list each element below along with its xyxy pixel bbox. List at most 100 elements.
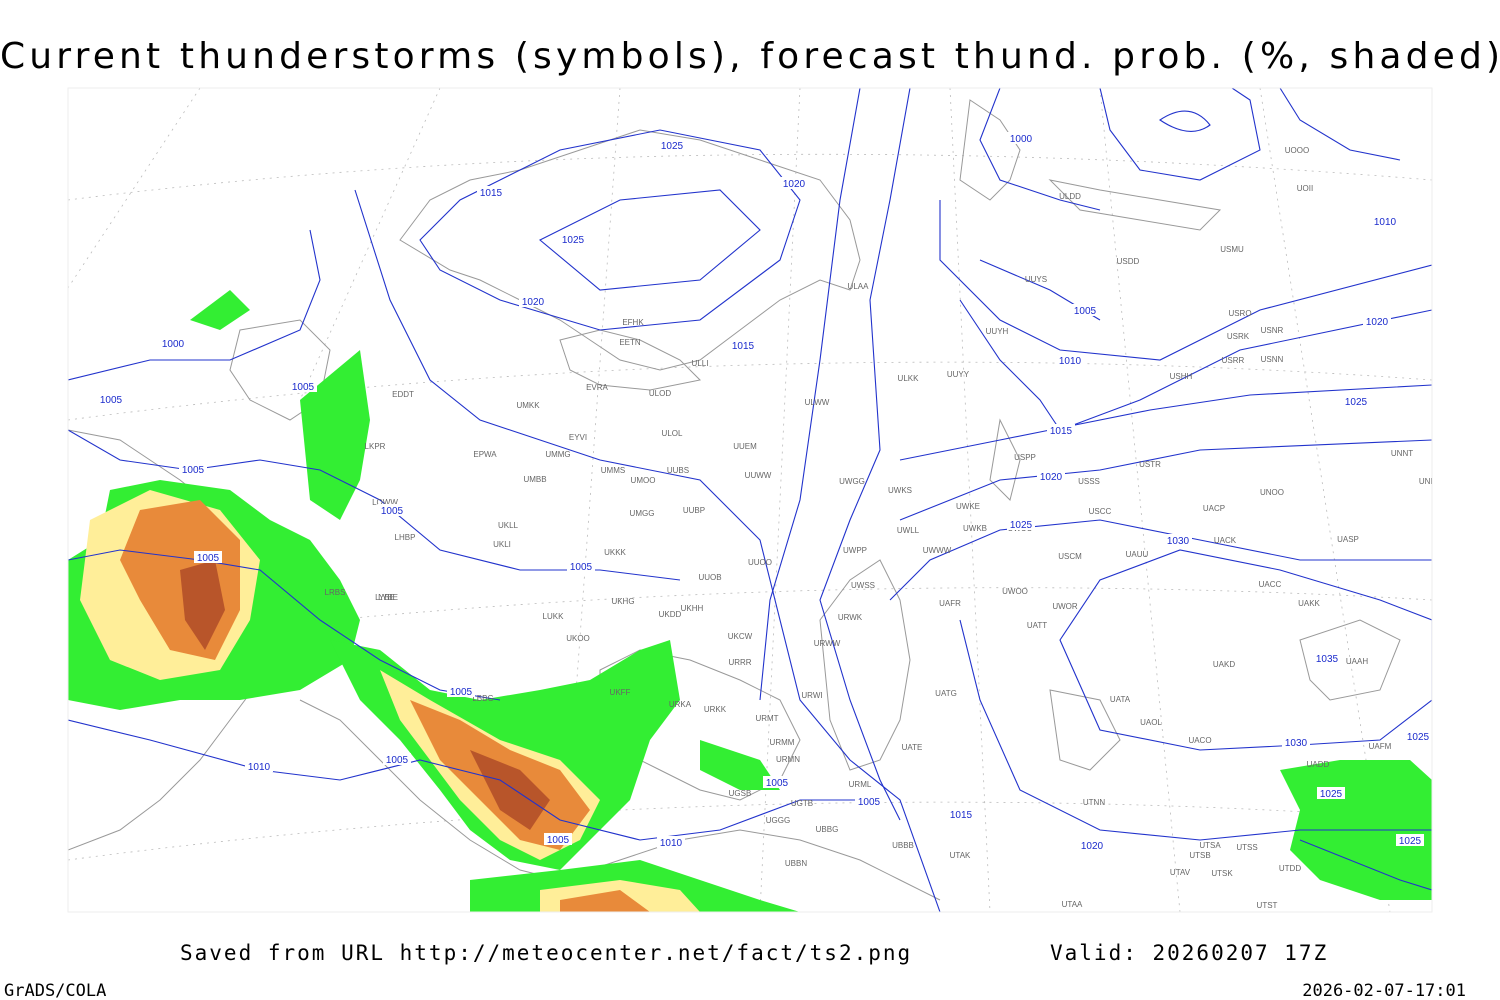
station-labels: EDDT EPWA LKPR LOWW LHBP LYBE UMKK UMMG UMBB UMMS…: [325, 146, 1432, 910]
station-code: USRO: [1228, 309, 1251, 318]
station-code: URWK: [838, 613, 863, 622]
station-code: URMN: [776, 755, 800, 764]
station-code: UTDD: [1279, 864, 1301, 873]
station-code: UMBB: [523, 475, 546, 484]
station-code: URML: [849, 780, 872, 789]
station-code: UACC: [1259, 580, 1282, 589]
station-code: UATE: [902, 743, 923, 752]
station-code: UKHH: [681, 604, 704, 613]
isobar-label: 1025: [1010, 520, 1033, 531]
station-code: LYBE: [378, 593, 398, 602]
station-code: UWGG: [839, 477, 865, 486]
isobar-label-bg: [1007, 518, 1035, 530]
station-code: UUBP: [683, 506, 705, 515]
station-code: USCM: [1058, 552, 1082, 561]
thunderstorm-shading: [68, 290, 1432, 912]
map-frame: [67, 87, 1433, 913]
timestamp: 2026-02-07-17:01: [1302, 981, 1466, 1000]
isobar-label-bg: [245, 760, 273, 772]
map-panel: EDDT EPWA LKPR LOWW LHBP LYBE UMKK UMMG UMBB UMMS…: [67, 87, 1433, 913]
station-code: UATT: [1027, 621, 1047, 630]
isobar-label-bg: [477, 186, 505, 198]
isobar-label: 1015: [950, 810, 973, 821]
isobar-label: 1010: [248, 762, 271, 773]
station-code: USDD: [1117, 257, 1140, 266]
isobar-label: 1010: [1374, 217, 1397, 228]
isobar-label-bg: [1396, 834, 1424, 846]
software: GrADS/COLA: [4, 981, 106, 1000]
station-code: UGTB: [791, 799, 813, 808]
station-code: UMMG: [545, 450, 570, 459]
station-code: EVRA: [586, 383, 608, 392]
isobar-label: 1025: [1345, 397, 1368, 408]
station-code: UUWW: [745, 471, 772, 480]
isobar-label-bg: [1363, 315, 1391, 327]
station-code: ULWW: [805, 398, 830, 407]
station-code: LKPR: [365, 442, 386, 451]
isobar-label: 1015: [1050, 426, 1073, 437]
station-code: EPWA: [473, 450, 497, 459]
station-code: USNN: [1261, 355, 1284, 364]
isobar-label-bg: [179, 463, 207, 475]
isobar-label: 1005: [858, 797, 881, 808]
isobar-label-bg: [1056, 354, 1084, 366]
isobar-label-bg: [1078, 839, 1106, 851]
isobar-label: 1010: [660, 838, 683, 849]
station-code: USTR: [1139, 460, 1161, 469]
isobar-label-bg: [519, 295, 547, 307]
station-code: LRBS: [325, 588, 346, 597]
isobar-label-bg: [1007, 132, 1035, 144]
isobar-label-bg: [97, 393, 125, 405]
isobar-label: 1030: [1167, 536, 1190, 547]
station-code: URWW: [814, 639, 841, 648]
isobar-label: 1005: [292, 382, 315, 393]
station-code: URKA: [669, 700, 692, 709]
isobar-label-bg: [780, 177, 808, 189]
isobar-label-bg: [567, 560, 595, 572]
station-code: UGSB: [729, 789, 752, 798]
station-code: UATA: [1110, 695, 1131, 704]
isobar-label-bg: [763, 776, 791, 788]
station-code: UWKS: [888, 486, 912, 495]
isobar-label: 1025: [1399, 836, 1422, 847]
station-code: UBBB: [892, 841, 914, 850]
station-code: UTSB: [1189, 851, 1210, 860]
station-code: UWWW: [923, 546, 952, 555]
station-code: UKKK: [604, 548, 626, 557]
station-code: UTSA: [1199, 841, 1221, 850]
station-code: UTAK: [950, 851, 971, 860]
station-code: UKLL: [498, 521, 519, 530]
isobar-label-bg: [289, 380, 317, 392]
station-code: EDDT: [392, 390, 414, 399]
station-code: UAFM: [1369, 742, 1392, 751]
station-code: UUYS: [1025, 275, 1047, 284]
station-code: ULOD: [649, 389, 671, 398]
station-code: UKFF: [610, 688, 631, 697]
isobar-label: 1005: [386, 755, 409, 766]
station-code: UTNN: [1083, 798, 1105, 807]
station-code: UKCW: [728, 632, 753, 641]
isobar-label: 1010: [1059, 356, 1082, 367]
isobar-label-bg: [1037, 470, 1065, 482]
isobar-label-bg: [1342, 395, 1370, 407]
isobar-label-bg: [657, 836, 685, 848]
isobar-label-bg: [1404, 730, 1432, 742]
isobar-label-bg: [1371, 215, 1399, 227]
isobar-label-bg: [1317, 787, 1345, 799]
isobar-label: 1020: [783, 179, 806, 190]
station-code: UTAV: [1170, 868, 1191, 877]
isobar-label: 1020: [1081, 841, 1104, 852]
station-code: UKLI: [493, 540, 511, 549]
station-code: UAKK: [1298, 599, 1320, 608]
station-code: ULAA: [848, 282, 870, 291]
station-code: EYVI: [569, 433, 587, 442]
valid-time: Valid: 20260207 17Z: [1050, 941, 1328, 965]
isobar-label: 1015: [480, 188, 503, 199]
station-code: USCC: [1089, 507, 1112, 516]
isobar-label: 1005: [182, 465, 205, 476]
station-code: UWKE: [956, 502, 980, 511]
station-code: ULDD: [1059, 192, 1081, 201]
station-code: UOOO: [1285, 146, 1309, 155]
station-code: UWPP: [843, 546, 867, 555]
